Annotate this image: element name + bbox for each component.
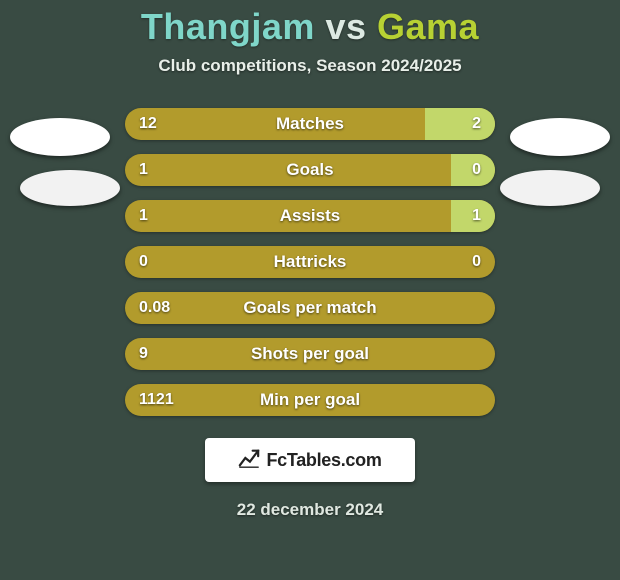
stat-left-value: 1: [139, 161, 148, 179]
player1-name: Thangjam: [141, 6, 315, 47]
player2-name: Gama: [377, 6, 479, 47]
brand-icon: [238, 447, 260, 474]
player1-club-avatar: [20, 170, 120, 206]
stat-label: Goals per match: [125, 298, 495, 318]
stat-bar: 12Matches2: [125, 108, 495, 140]
stat-label: Hattricks: [125, 252, 495, 272]
subtitle: Club competitions, Season 2024/2025: [0, 56, 620, 76]
brand-box: FcTables.com: [205, 438, 415, 482]
page-title: Thangjam vs Gama: [0, 0, 620, 48]
player2-avatar: [510, 118, 610, 156]
brand-text: FcTables.com: [266, 450, 381, 471]
vs-text: vs: [325, 6, 366, 47]
stat-label: Goals: [125, 160, 495, 180]
stat-left-value: 1: [139, 207, 148, 225]
stat-bar: 1Assists1: [125, 200, 495, 232]
player2-club-avatar: [500, 170, 600, 206]
stat-label: Shots per goal: [125, 344, 495, 364]
stat-bar: 9Shots per goal: [125, 338, 495, 370]
stat-left-value: 0.08: [139, 299, 170, 317]
player1-avatar: [10, 118, 110, 156]
stat-bar-right-fill: [425, 108, 495, 140]
stat-bar: 0.08Goals per match: [125, 292, 495, 324]
stat-left-value: 9: [139, 345, 148, 363]
stat-bar: 1121Min per goal: [125, 384, 495, 416]
stat-label: Min per goal: [125, 390, 495, 410]
stat-bar: 0Hattricks0: [125, 246, 495, 278]
stat-left-value: 12: [139, 115, 157, 133]
stat-left-value: 1121: [139, 391, 174, 409]
stat-left-value: 0: [139, 253, 148, 271]
stat-bar: 1Goals0: [125, 154, 495, 186]
stat-bar-right-fill: [451, 154, 495, 186]
date-text: 22 december 2024: [0, 500, 620, 520]
stat-right-value: 0: [472, 253, 481, 271]
stat-label: Assists: [125, 206, 495, 226]
stat-bar-right-fill: [451, 200, 495, 232]
stat-bars: 12Matches21Goals01Assists10Hattricks00.0…: [0, 108, 620, 416]
